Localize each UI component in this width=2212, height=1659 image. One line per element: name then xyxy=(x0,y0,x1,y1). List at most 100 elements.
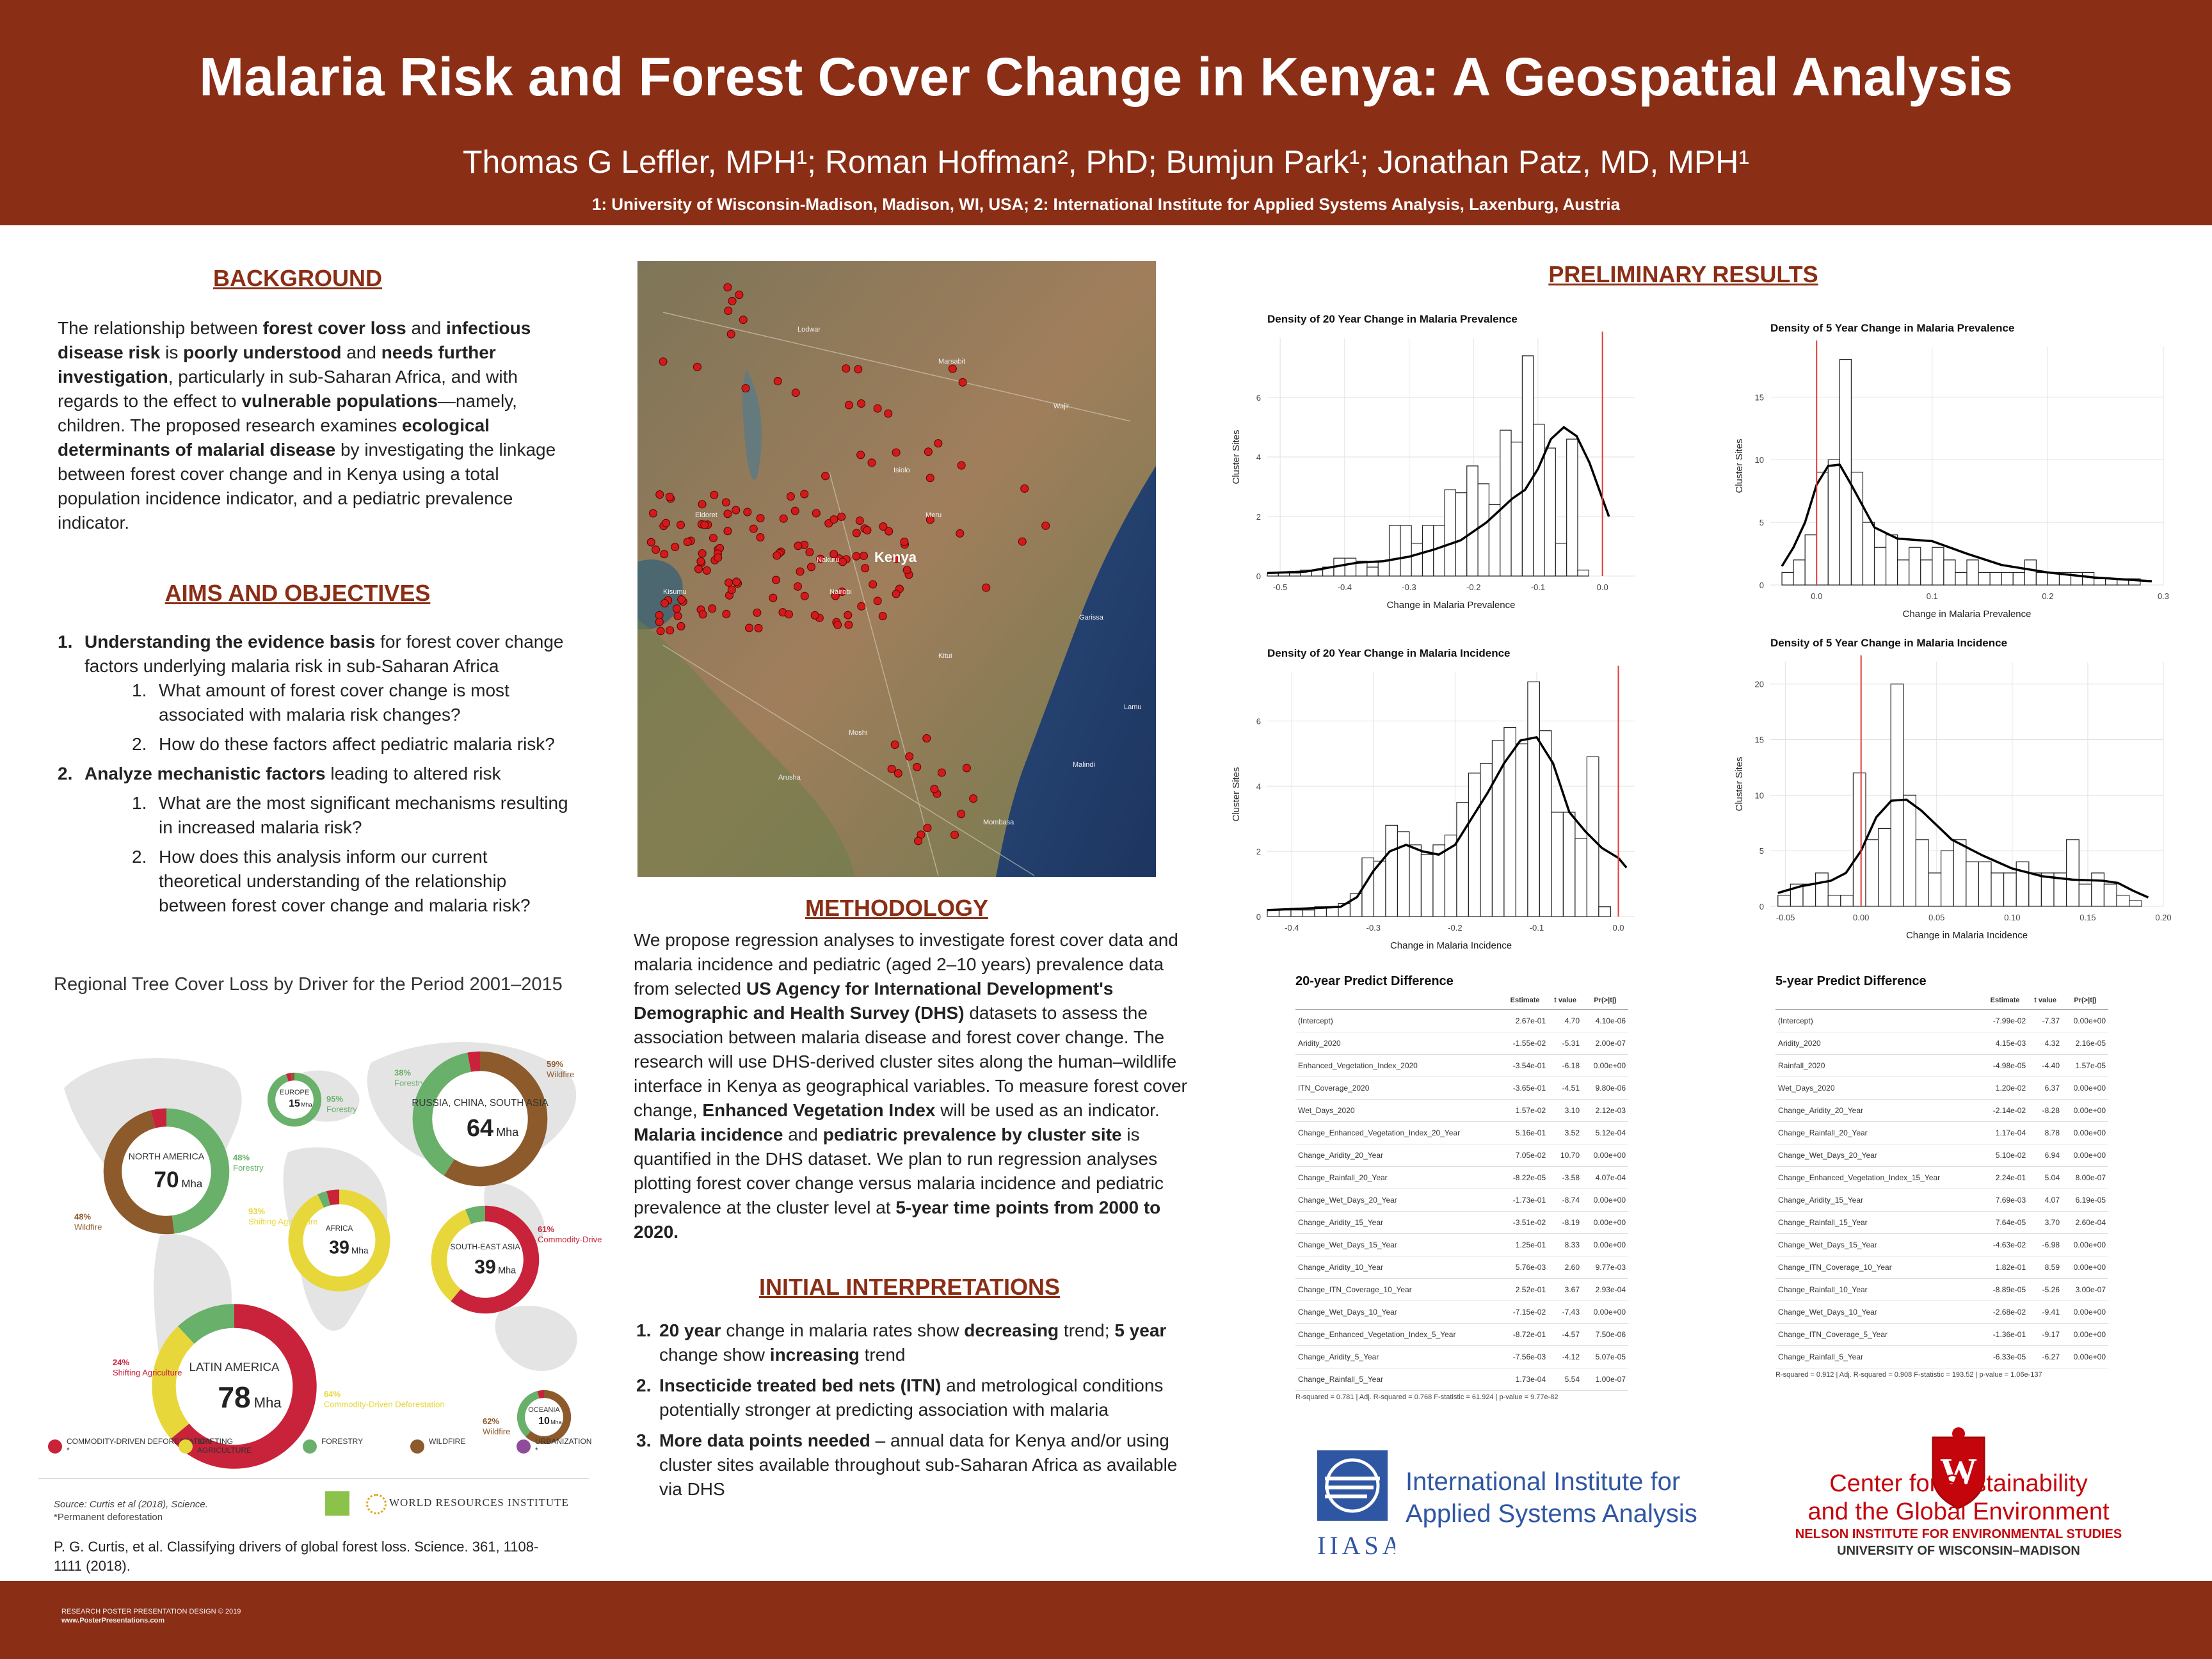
cluster-site-point xyxy=(892,589,901,598)
x-tick-label: -0.1 xyxy=(1530,923,1544,933)
aims-subitem-text: What are the most significant mechanisms… xyxy=(159,793,568,837)
interp-item-text: More data points needed – annual data fo… xyxy=(659,1431,1178,1499)
donut-segment xyxy=(525,1390,572,1445)
region-pct: 95% xyxy=(326,1094,343,1104)
aims-subitem: 2. How do these factors affect pediatric… xyxy=(58,732,570,757)
x-tick-label: -0.3 xyxy=(1366,923,1381,933)
table-cell: -8.74 xyxy=(1548,1189,1582,1212)
table-cell: -4.51 xyxy=(1548,1077,1582,1100)
table-cell: -8.72e-01 xyxy=(1501,1323,1549,1346)
table-cell: 2.16e-05 xyxy=(2062,1032,2108,1055)
aims-item-1: 1. Understanding the evidence basis for … xyxy=(58,630,570,678)
footer-band: RESEARCH POSTER PRESENTATION DESIGN © 20… xyxy=(0,1581,2212,1659)
region-value: 15 xyxy=(289,1098,300,1109)
legend-label: URBANIZATION * xyxy=(535,1437,591,1455)
histogram-bar xyxy=(1466,465,1479,577)
table-cell: 2.60e-04 xyxy=(2062,1211,2108,1234)
histogram-bar xyxy=(1477,483,1490,577)
x-tick-label: 0.10 xyxy=(2004,913,2020,922)
histogram-bar xyxy=(1804,534,1817,586)
column-header: t value xyxy=(1548,991,1582,1010)
y-tick-label: 20 xyxy=(1755,680,1764,689)
table-5yr-footer: R-squared = 0.912 | Adj. R-squared = 0.9… xyxy=(1775,1371,2042,1379)
table-cell: 1.57e-02 xyxy=(1501,1099,1549,1122)
cluster-site-point xyxy=(773,551,781,560)
cluster-site-point xyxy=(784,610,793,619)
y-tick-label: 0 xyxy=(1256,572,1261,581)
y-tick-label: 10 xyxy=(1755,790,1764,800)
cluster-site-point xyxy=(714,553,723,562)
histogram-bar xyxy=(1781,572,1794,586)
histogram-bar xyxy=(1840,895,1854,907)
region-donut: AFRICA 39 Mha 93%Shifting Agriculture xyxy=(248,1189,390,1292)
histogram-bar xyxy=(1302,910,1315,917)
cluster-site-point xyxy=(790,506,799,515)
list-number: 1. xyxy=(132,680,147,700)
histogram-bar xyxy=(2129,900,2142,907)
y-tick-label: 2 xyxy=(1256,512,1261,522)
table-cell: Change_Rainfall_5_Year xyxy=(1775,1345,1982,1368)
table-cell: Change_Rainfall_15_Year xyxy=(1775,1211,1982,1234)
histogram-bar xyxy=(1885,534,1898,586)
cluster-site-point xyxy=(838,557,847,566)
donut-segment xyxy=(317,1190,331,1208)
table-cell: -4.63e-02 xyxy=(1981,1233,2029,1256)
cluster-site-point xyxy=(902,566,911,575)
chart-title: Density of 5 Year Change in Malaria Inci… xyxy=(1770,637,2007,649)
histogram-bar xyxy=(1815,872,1829,907)
y-tick-label: 0 xyxy=(1759,581,1764,590)
table-cell: 0.00e+00 xyxy=(2062,1323,2108,1346)
table-cell: -6.33e-05 xyxy=(1981,1345,2029,1368)
cluster-site-point xyxy=(956,529,965,538)
list-number: 1. xyxy=(636,1320,652,1340)
table-cell: 0.00e+00 xyxy=(2062,1009,2108,1032)
cluster-site-point xyxy=(726,330,735,339)
table-row: (Intercept) -7.99e-02 -7.37 0.00e+00 xyxy=(1775,1009,2108,1032)
table-cell: 2.24e-01 xyxy=(1981,1166,2029,1189)
histogram-bar xyxy=(2078,883,2092,907)
chart-5yr-incidence: Density of 5 Year Change in Malaria Inci… xyxy=(1734,637,2172,941)
cluster-site-point xyxy=(1041,521,1050,530)
table-cell: 7.05e-02 xyxy=(1501,1144,1549,1167)
table-cell: Change_Aridity_20_Year xyxy=(1295,1144,1502,1167)
table-cell: 5.54 xyxy=(1548,1368,1582,1391)
table-row: Change_Rainfall_5_Year -6.33e-05 -6.27 0.00… xyxy=(1775,1345,2108,1368)
column-header: Estimate xyxy=(1981,991,2029,1010)
cesge-name: Center for Sustainability and the Global… xyxy=(1754,1470,2163,1559)
x-tick-label: 0.00 xyxy=(1853,913,1869,922)
cluster-site-point xyxy=(930,785,939,794)
histogram-bar xyxy=(1802,883,1816,907)
wri-logo-icon xyxy=(366,1494,387,1514)
region-pct-label: Wildfire xyxy=(483,1427,510,1436)
donut-backdrop xyxy=(421,1060,539,1178)
cluster-site-point xyxy=(830,550,838,559)
table-cell: (Intercept) xyxy=(1295,1009,1502,1032)
table-cell: -3.58 xyxy=(1548,1166,1582,1189)
table-row: Change_Rainfall_10_Year -8.89e-05 -5.26 3.0… xyxy=(1775,1278,2108,1301)
table-row: Change_Wet_Days_15_Year 1.25e-01 8.33 0.00e… xyxy=(1295,1233,1628,1256)
table-cell: Aridity_2020 xyxy=(1295,1032,1502,1055)
border-lines xyxy=(662,312,1131,876)
column-header xyxy=(1775,991,1982,1010)
table-cell: 4.10e-06 xyxy=(1582,1009,1628,1032)
footer-credit: RESEARCH POSTER PRESENTATION DESIGN © 20… xyxy=(61,1608,241,1615)
cluster-site-point xyxy=(1020,484,1029,493)
interp-item-text: Insecticide treated bed nets (ITN) and m… xyxy=(659,1375,1164,1420)
density-curve xyxy=(1267,736,1628,911)
cluster-site-point xyxy=(756,514,765,523)
cluster-site-point xyxy=(926,515,934,524)
histogram-bar xyxy=(1865,839,1879,907)
donut-segment xyxy=(451,1205,540,1314)
chart-title: Density of 20 Year Change in Malaria Pre… xyxy=(1267,313,1518,325)
aims-subitem: 1. What are the most significant mechani… xyxy=(58,791,570,840)
interp-item-3: 3. More data points needed – annual data… xyxy=(636,1429,1193,1502)
cluster-site-point xyxy=(837,588,846,597)
cluster-site-point xyxy=(878,612,887,621)
y-tick-label: 6 xyxy=(1256,716,1261,726)
table-cell: 6.37 xyxy=(2028,1077,2062,1100)
table-cell: Change_Rainfall_20_Year xyxy=(1775,1121,1982,1144)
table-row: Change_Aridity_20_Year 7.05e-02 10.70 0.00e… xyxy=(1295,1144,1628,1167)
table-row: Aridity_2020 4.15e-03 4.32 2.16e-05 xyxy=(1775,1032,2108,1055)
table-cell: 0.00e+00 xyxy=(2062,1099,2108,1122)
y-tick-label: 10 xyxy=(1755,455,1764,465)
